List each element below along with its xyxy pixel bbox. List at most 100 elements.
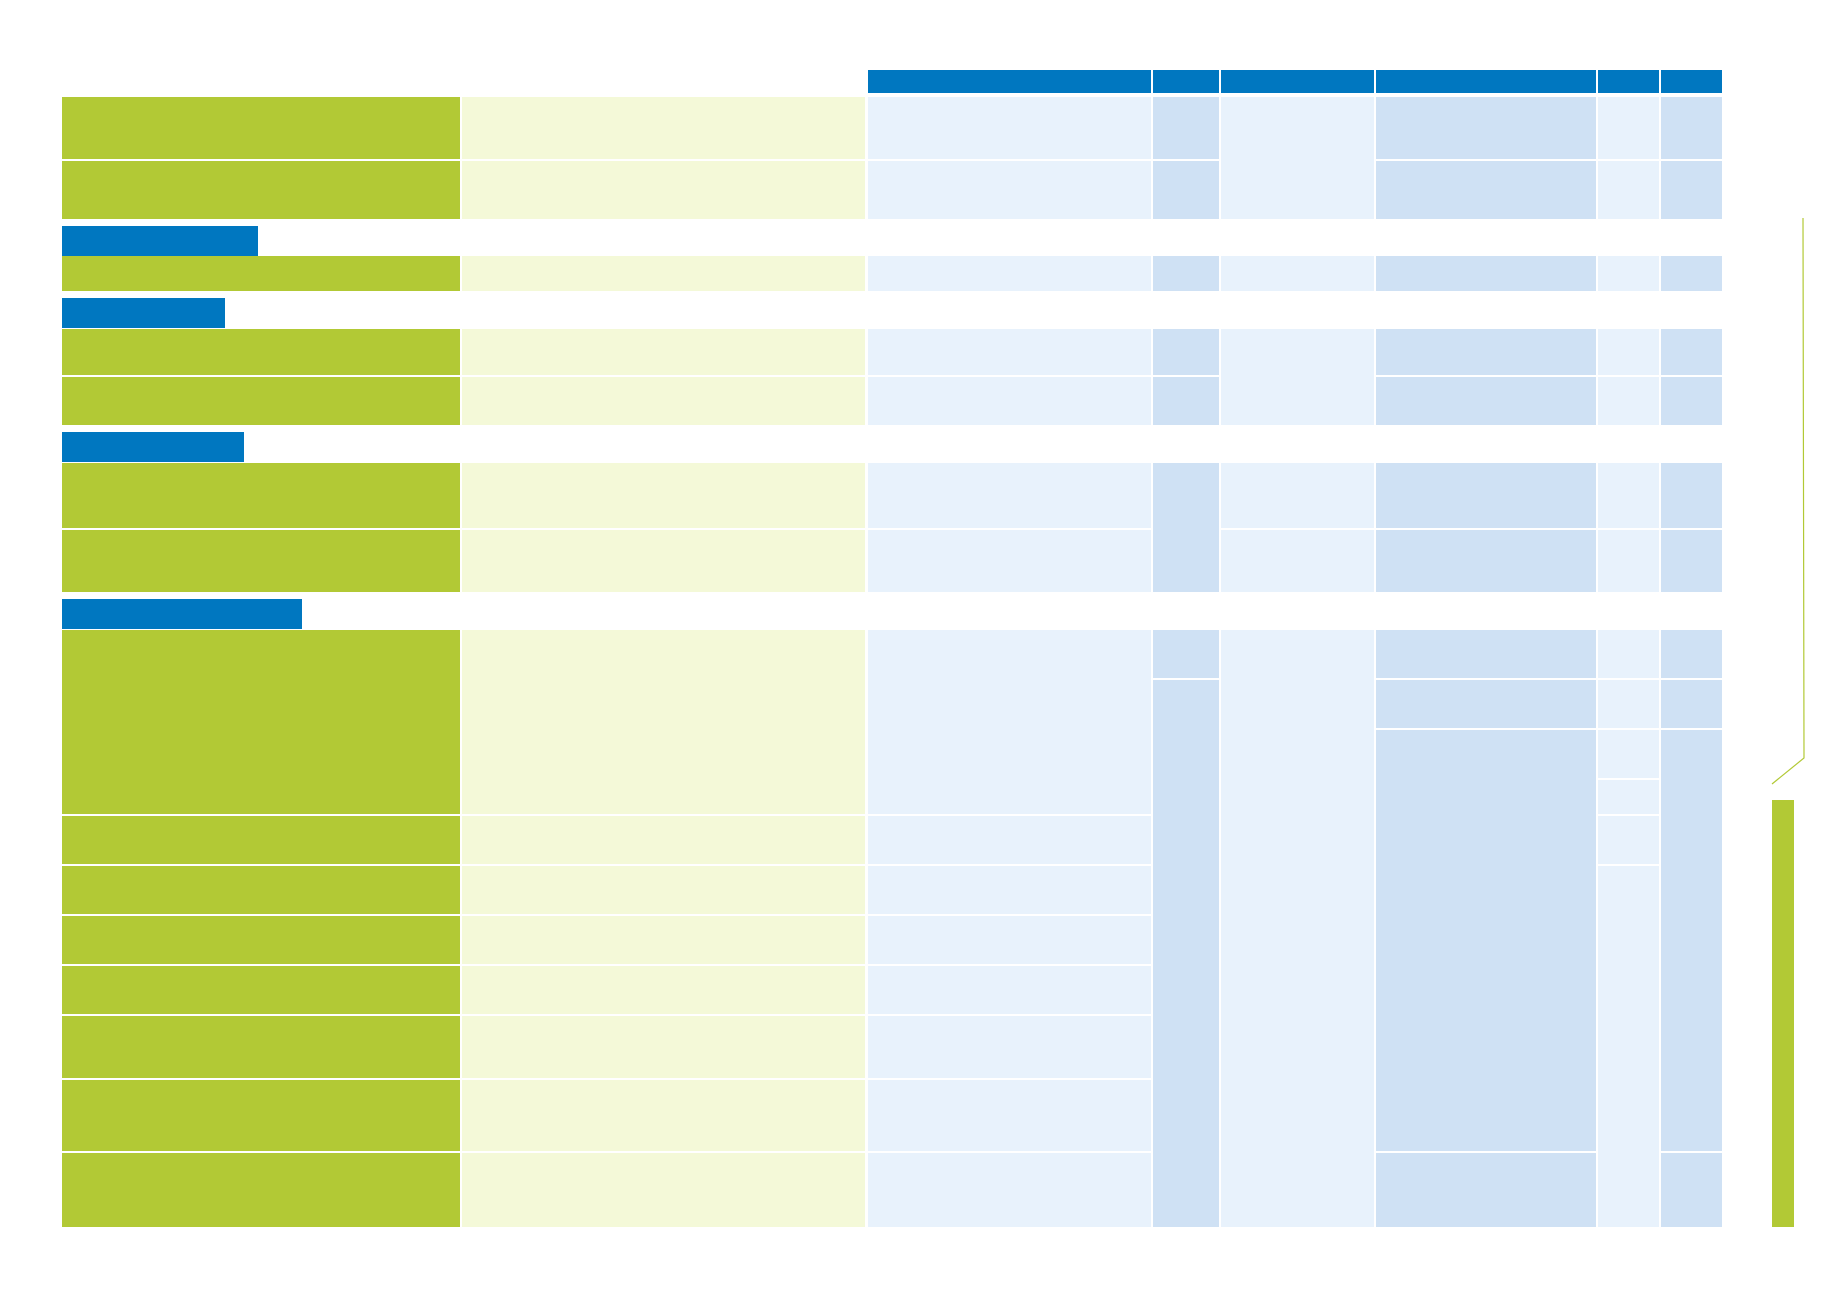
column-header: [1153, 70, 1219, 93]
table-cell: [1661, 256, 1722, 291]
table-cell: [868, 1016, 1151, 1078]
table-cell: [1221, 256, 1374, 291]
table-cell: [1661, 1153, 1722, 1227]
table-cell: [1661, 463, 1722, 528]
table-cell: [1598, 463, 1659, 528]
table-row-label: [62, 916, 460, 964]
column-header: [1661, 70, 1722, 93]
table-cell: [1661, 730, 1722, 1151]
table-cell: [462, 329, 865, 375]
table-cell: [462, 256, 865, 291]
table-row-label: [62, 377, 460, 425]
table-cell: [1153, 97, 1219, 159]
table-cell: [1221, 329, 1374, 425]
table-cell: [1661, 680, 1722, 728]
table-cell: [1153, 256, 1219, 291]
table-cell: [1661, 97, 1722, 159]
table-cell: [868, 97, 1151, 159]
table-row-label: [62, 1153, 460, 1227]
table-cell: [1376, 377, 1596, 425]
table-row-label: [62, 866, 460, 914]
table-cell: [1153, 680, 1219, 1227]
table-cell: [1661, 161, 1722, 219]
table-cell: [1221, 463, 1374, 528]
table-cell: [868, 966, 1151, 1014]
table-cell: [1376, 256, 1596, 291]
table-cell: [1598, 780, 1659, 814]
table-row-label: [62, 329, 460, 375]
table-cell: [1376, 730, 1596, 1151]
table-cell: [868, 1153, 1151, 1227]
table-cell: [1376, 630, 1596, 678]
section-header-bar: [62, 432, 244, 462]
table-cell: [462, 530, 865, 592]
table-cell: [1598, 377, 1659, 425]
table-cell: [462, 97, 865, 159]
table-cell: [462, 161, 865, 219]
table-cell: [868, 329, 1151, 375]
table-cell: [1153, 329, 1219, 375]
table-cell: [1221, 630, 1374, 1227]
table-cell: [1661, 530, 1722, 592]
table-row-label: [62, 463, 460, 528]
table-cell: [868, 916, 1151, 964]
table-cell: [1376, 329, 1596, 375]
table-cell: [1661, 329, 1722, 375]
table-cell: [868, 866, 1151, 914]
table-cell: [1153, 161, 1219, 219]
table-cell: [868, 377, 1151, 425]
table-cell: [868, 1080, 1151, 1151]
table-cell: [462, 966, 865, 1014]
table-cell: [1221, 97, 1374, 219]
table-cell: [1153, 630, 1219, 678]
table-cell: [1376, 97, 1596, 159]
section-header-bar: [62, 599, 302, 629]
table-cell: [1376, 680, 1596, 728]
table-cell: [462, 463, 865, 528]
table-row-label: [62, 1016, 460, 1078]
table-cell: [868, 256, 1151, 291]
table-cell: [1598, 866, 1659, 1227]
table-cell: [1661, 377, 1722, 425]
table-cell: [1598, 816, 1659, 864]
section-header-bar: [62, 298, 225, 328]
table-cell: [1376, 161, 1596, 219]
table-cell: [1598, 329, 1659, 375]
table-cell: [462, 916, 865, 964]
table-cell: [462, 630, 865, 814]
section-header-bar: [62, 226, 258, 256]
column-header: [1376, 70, 1596, 93]
table-cell: [1598, 730, 1659, 778]
table-cell: [868, 816, 1151, 864]
column-header: [1221, 70, 1374, 93]
table-cell: [868, 161, 1151, 219]
table-cell: [1376, 463, 1596, 528]
table-cell: [1221, 530, 1374, 592]
table-row-label: [62, 530, 460, 592]
table-row-label: [62, 966, 460, 1014]
table-cell: [462, 377, 865, 425]
table-cell: [1376, 1153, 1596, 1227]
table-cell: [1598, 97, 1659, 159]
table-cell: [868, 630, 1151, 814]
table-row-label: [62, 1080, 460, 1151]
side-accent-bar: [1772, 800, 1794, 1227]
table-cell: [1598, 530, 1659, 592]
table-cell: [868, 530, 1151, 592]
table-cell: [1598, 256, 1659, 291]
table-cell: [1153, 463, 1219, 592]
table-row-label: [62, 97, 460, 159]
table-cell: [1376, 530, 1596, 592]
table-cell: [1153, 377, 1219, 425]
table-cell: [462, 816, 865, 864]
table-cell: [1598, 630, 1659, 678]
table-cell: [462, 1016, 865, 1078]
table-cell: [1598, 161, 1659, 219]
table-row-label: [62, 816, 460, 864]
table-cell: [1661, 630, 1722, 678]
table-cell: [462, 866, 865, 914]
column-header: [1598, 70, 1659, 93]
table-cell: [1598, 680, 1659, 728]
column-header: [868, 70, 1151, 93]
